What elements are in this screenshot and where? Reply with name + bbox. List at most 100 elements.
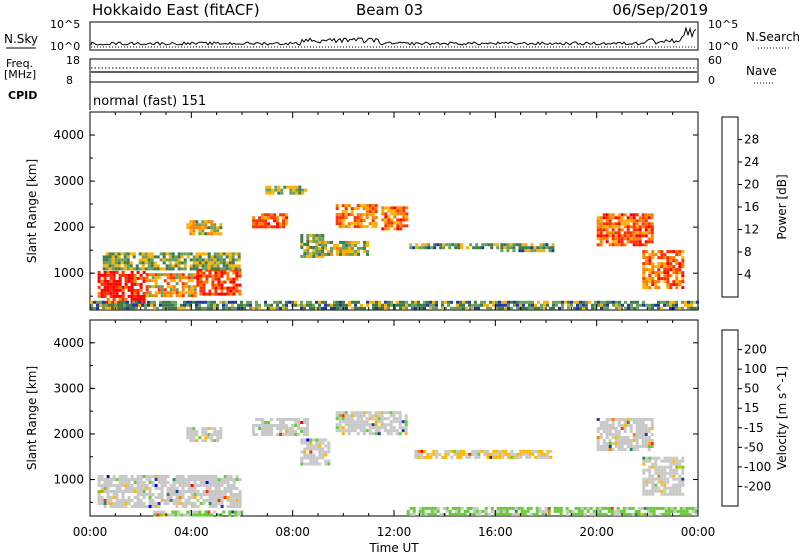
heatmap-cell (404, 414, 408, 418)
heatmap-cell (330, 240, 333, 244)
heatmap-cell (306, 438, 310, 442)
heatmap-cell (106, 285, 110, 289)
heatmap-cell (93, 300, 96, 304)
heatmap-cell (676, 509, 680, 513)
heatmap-cell (664, 506, 668, 510)
heatmap-cell (270, 427, 274, 430)
heatmap-cell (608, 234, 612, 238)
heatmap-cell (660, 250, 664, 254)
heatmap-cell (204, 232, 208, 236)
heatmap-cell (498, 449, 502, 453)
heatmap-cell (648, 253, 652, 257)
heatmap-cell (202, 499, 206, 502)
heatmap-cell (333, 243, 336, 247)
heatmap-cell (619, 509, 623, 513)
heatmap-cell (498, 303, 501, 307)
heatmap-cell (187, 475, 191, 478)
heatmap-cell (393, 209, 397, 213)
heatmap-cell (344, 216, 348, 220)
heatmap-cell (171, 306, 174, 310)
heatmap-cell (481, 243, 485, 247)
heatmap-cell (335, 417, 339, 421)
heatmap-cell (172, 276, 176, 280)
heatmap-cell (663, 265, 667, 269)
heatmap-cell (220, 502, 224, 505)
heatmap-cell (258, 427, 262, 430)
heatmap-cell (620, 243, 624, 247)
heatmap-cell (303, 255, 307, 258)
heatmap-cell (650, 433, 654, 436)
heatmap-cell (539, 246, 543, 250)
heatmap-cell (204, 436, 208, 440)
heatmap-cell (142, 270, 146, 274)
heatmap-cell (651, 262, 655, 266)
heatmap-cell (641, 213, 645, 217)
heatmap-cell (138, 252, 142, 256)
heatmap-cell (121, 475, 125, 478)
heatmap-cell (535, 509, 539, 513)
heatmap-cell (234, 258, 238, 262)
heatmap-cell (124, 282, 128, 286)
heatmap-cell (211, 499, 215, 502)
heatmap-cell (567, 306, 570, 310)
heatmap-cell (357, 249, 360, 253)
heatmap-cell (577, 506, 581, 510)
heatmap-cell (534, 306, 537, 310)
heatmap-cell (97, 279, 101, 283)
heatmap-cell (596, 448, 600, 451)
heatmap-cell (378, 303, 381, 307)
heatmap-cell (258, 216, 262, 220)
heatmap-cell (647, 448, 651, 451)
heatmap-cell (534, 455, 538, 459)
heatmap-cell (145, 276, 149, 280)
heatmap-cell (327, 303, 330, 307)
heatmap-cell (528, 452, 532, 456)
colorbar-tick-label: 15 (744, 401, 759, 415)
heatmap-cell (641, 439, 645, 442)
heatmap-cell (300, 306, 303, 310)
heatmap-cell (142, 481, 146, 484)
heatmap-cell (335, 219, 339, 223)
heatmap-cell (548, 249, 552, 253)
y-tick-label: 2000 (53, 220, 84, 234)
heatmap-cell (105, 267, 109, 271)
heatmap-cell (629, 213, 633, 217)
heatmap-cell (318, 450, 322, 454)
heatmap-cell (372, 306, 375, 310)
heatmap-cell (231, 252, 235, 256)
heatmap-cell (106, 297, 110, 301)
heatmap-cell (614, 231, 618, 235)
heatmap-cell (192, 439, 196, 443)
heatmap-cell (647, 436, 651, 439)
heatmap-cell (341, 411, 345, 415)
heatmap-cell (133, 294, 137, 298)
heatmap-cell (421, 509, 425, 513)
heatmap-cell (629, 237, 633, 241)
heatmap-cell (633, 300, 636, 304)
heatmap-cell (405, 218, 409, 222)
heatmap-cell (267, 222, 271, 226)
heatmap-cell (238, 490, 242, 493)
heatmap-cell (306, 255, 310, 258)
heatmap-cell (558, 300, 561, 304)
heatmap-cell (617, 418, 621, 421)
heatmap-cell (645, 256, 649, 260)
heatmap-cell (145, 484, 149, 487)
freq-label-unit: [MHz] (4, 68, 36, 81)
heatmap-cell (142, 276, 146, 280)
heatmap-cell (130, 288, 134, 292)
heatmap-cell (154, 496, 158, 499)
heatmap-cell (150, 264, 154, 268)
heatmap-cell (162, 252, 166, 256)
heatmap-cell (644, 436, 648, 439)
heatmap-cell (602, 424, 606, 427)
heatmap-cell (341, 216, 345, 220)
heatmap-cell (567, 300, 570, 304)
heatmap-cell (109, 294, 113, 298)
heatmap-cell (516, 455, 520, 459)
heatmap-cell (649, 512, 653, 516)
heatmap-cell (597, 303, 600, 307)
heatmap-cell (389, 423, 393, 427)
heatmap-cell (498, 300, 501, 304)
heatmap-cell (159, 267, 163, 271)
